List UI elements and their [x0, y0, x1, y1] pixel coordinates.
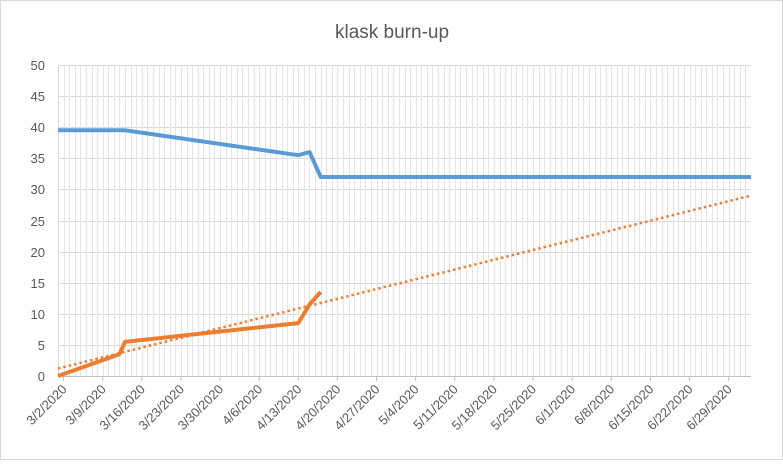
y-tick-label: 50 [31, 58, 45, 73]
y-tick-label: 35 [31, 151, 45, 166]
y-tick-label: 20 [31, 245, 45, 260]
horizontal-gridlines [58, 65, 751, 346]
chart-title: klask burn-up [335, 22, 449, 43]
data-series-line-1 [57, 290, 323, 378]
y-tick-label: 5 [38, 338, 45, 353]
y-tick-label: 25 [31, 214, 45, 229]
data-series-line-0 [58, 128, 751, 179]
y-tick-label: 30 [31, 182, 45, 197]
axes [58, 65, 751, 377]
series-layer [57, 128, 752, 378]
y-tick-label: 40 [31, 120, 45, 135]
y-axis-tick-labels: 0 5 10 15 20 25 30 35 40 45 50 [31, 58, 45, 384]
y-tick-label: 15 [31, 276, 45, 291]
y-tick-label: 10 [31, 307, 45, 322]
trendline-series [57, 194, 752, 370]
y-tick-label: 0 [38, 369, 45, 384]
y-tick-label: 45 [31, 89, 45, 104]
vertical-gridlines [64, 65, 746, 376]
